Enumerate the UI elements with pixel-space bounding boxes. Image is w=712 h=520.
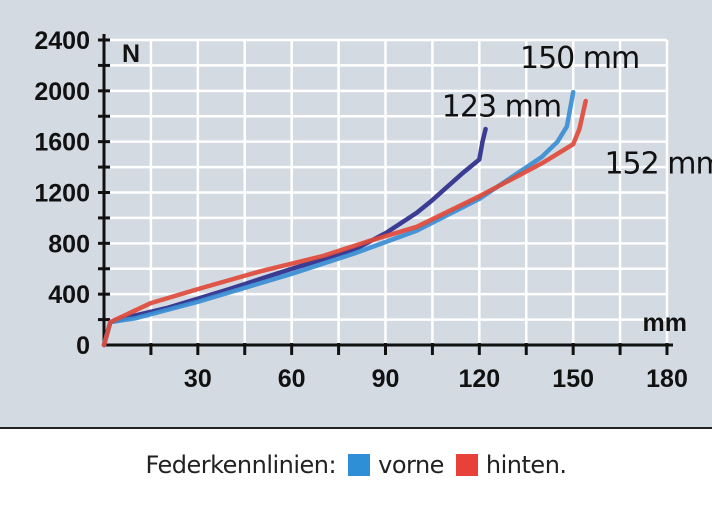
series-line-0 bbox=[101, 126, 488, 348]
legend-swatch-hinten bbox=[455, 454, 478, 476]
y-tick-label: 1200 bbox=[34, 180, 90, 208]
x-axis-label: mm bbox=[643, 309, 687, 337]
x-tick-label: 90 bbox=[372, 365, 400, 393]
series-line-1 bbox=[101, 89, 576, 348]
legend-label-vorne: vorne bbox=[378, 451, 444, 479]
legend-title: Federkennlinien: bbox=[145, 451, 337, 479]
series-line-2 bbox=[101, 98, 588, 348]
x-tick-label: 180 bbox=[646, 365, 688, 393]
y-tick-label: 800 bbox=[48, 230, 90, 258]
x-tick-label: 120 bbox=[458, 365, 500, 393]
legend: Federkennlinien: vorne hinten. bbox=[0, 440, 712, 490]
x-tick-label: 30 bbox=[184, 365, 212, 393]
y-tick-label: 2000 bbox=[34, 78, 90, 106]
x-tick-label: 150 bbox=[552, 365, 594, 393]
y-axis-label: N bbox=[122, 40, 140, 68]
y-tick-label: 0 bbox=[76, 332, 90, 360]
annotation-label: 152 mm bbox=[604, 146, 712, 181]
legend-swatch-vorne bbox=[348, 454, 371, 476]
x-tick-label: 60 bbox=[278, 365, 306, 393]
annotation-label: 150 mm bbox=[520, 41, 639, 76]
legend-label-hinten: hinten. bbox=[485, 451, 567, 479]
y-tick-label: 400 bbox=[48, 281, 90, 309]
y-tick-label: 1600 bbox=[34, 129, 90, 157]
spring-rate-chart: 0 400 800 1200 1600 2000 2400 30 60 90 120 150 180 Nm… bbox=[34, 27, 712, 393]
y-tick-label: 2400 bbox=[34, 27, 90, 55]
annotation-label: 123 mm bbox=[442, 89, 561, 124]
